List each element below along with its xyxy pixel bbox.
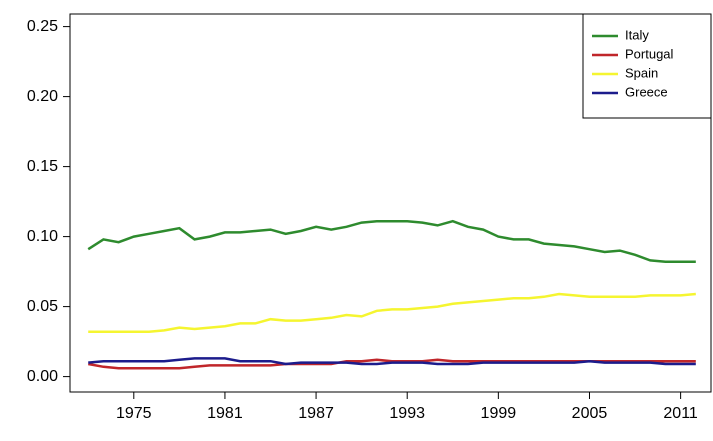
x-tick-label: 1975: [116, 405, 152, 422]
y-tick-label: 0.00: [27, 368, 58, 385]
legend-label: Italy: [625, 27, 649, 42]
x-tick-label: 1999: [481, 405, 517, 422]
legend-label: Spain: [625, 65, 658, 80]
x-tick-label: 1987: [298, 405, 334, 422]
legend-label: Greece: [625, 84, 668, 99]
y-tick-label: 0.15: [27, 158, 58, 175]
y-tick-label: 0.05: [27, 298, 58, 315]
y-tick-label: 0.10: [27, 228, 58, 245]
series-line: [87, 219, 696, 264]
y-tick-label: 0.20: [27, 88, 58, 105]
series-line: [88, 358, 696, 370]
x-tick-label: 1981: [207, 405, 243, 422]
legend-box: [582, 13, 712, 119]
x-tick-label: 2005: [572, 405, 608, 422]
x-tick-label: 1993: [389, 405, 425, 422]
legend-label: Portugal: [625, 46, 674, 61]
series-line: [88, 292, 696, 334]
x-tick-label: 2011: [663, 405, 698, 422]
plot-frame: [69, 13, 712, 393]
y-tick-label: 0.25: [27, 18, 58, 35]
series-line: [88, 357, 696, 366]
